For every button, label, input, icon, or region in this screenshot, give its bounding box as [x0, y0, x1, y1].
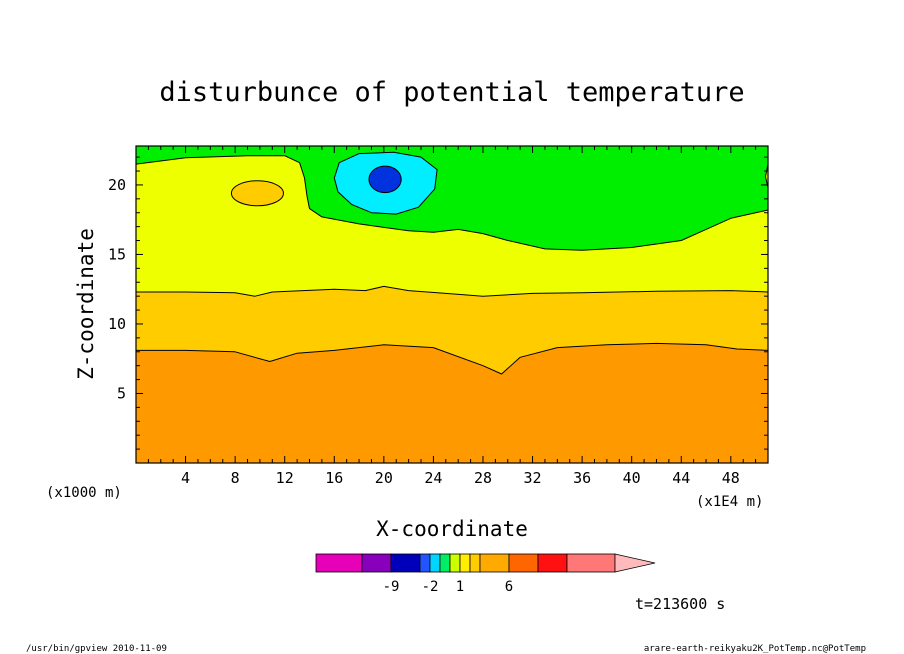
colorbar-swatch: [566, 553, 616, 573]
contour-yellow-green: [135, 155, 769, 251]
colorbar-tick-label: 6: [505, 579, 513, 595]
x-tick-label: 32: [524, 469, 542, 487]
x-axis-label: X-coordinate: [376, 517, 528, 541]
x-tick-label: 44: [672, 469, 690, 487]
y-tick-label: 20: [108, 176, 126, 194]
y-tick-label: 15: [108, 245, 126, 263]
x-tick-label: 28: [474, 469, 492, 487]
y-tick-label: 5: [117, 384, 126, 402]
footer-right: arare-earth-reikyaku2K_PotTemp.nc@PotTem…: [644, 644, 866, 654]
x-tick-label: 48: [722, 469, 740, 487]
x-unit-right: (x1E4 m): [696, 494, 763, 510]
y-axis-label: Z-coordinate: [74, 228, 98, 380]
plot-frame: [135, 145, 769, 464]
colorbar-swatch: [419, 553, 431, 573]
colorbar-swatch: [469, 553, 481, 573]
colorbar-tick-label: 1: [456, 579, 464, 595]
colorbar-swatch: [439, 553, 451, 573]
colorbar-swatch: [449, 553, 461, 573]
x-tick-label: 8: [231, 469, 240, 487]
x-tick-label: 20: [375, 469, 393, 487]
colorbar-swatch: [390, 553, 421, 573]
x-tick-label: 12: [276, 469, 294, 487]
chart-title: disturbunce of potential temperature: [159, 77, 744, 108]
colorbar-swatch: [315, 553, 363, 573]
x-tick-label: 40: [623, 469, 641, 487]
colorbar-swatch: [537, 553, 568, 573]
right-edge-yellow: [764, 163, 768, 189]
footer-left: /usr/bin/gpview 2010-11-09: [26, 644, 167, 654]
blue-cell: [368, 165, 402, 194]
x-tick-label: 36: [573, 469, 591, 487]
colorbar-tick-label: -2: [422, 579, 439, 595]
colorbar-swatch: [508, 553, 539, 573]
contour-orange-gold: [136, 342, 769, 375]
x-tick-label: 24: [424, 469, 442, 487]
y-tick-label: 10: [108, 315, 126, 333]
colorbar-tick-label: -9: [383, 579, 400, 595]
colorbar-extend-arrow: [614, 553, 656, 573]
x-tick-label: 16: [325, 469, 343, 487]
gold-cell: [230, 180, 284, 207]
contour-lines: [135, 145, 769, 464]
colorbar: -9 -2 1 6: [315, 553, 656, 595]
colorbar-swatch: [479, 553, 510, 573]
time-label: t=213600 s: [635, 595, 725, 613]
contour-gold-yellow: [136, 285, 769, 297]
plot-area: [136, 146, 768, 463]
colorbar-swatch: [361, 553, 392, 573]
colorbar-swatch: [429, 553, 441, 573]
x-tick-label: 4: [181, 469, 190, 487]
x-unit-left: (x1000 m): [46, 485, 122, 501]
region-orange: [136, 343, 768, 463]
colorbar-swatch: [459, 553, 471, 573]
